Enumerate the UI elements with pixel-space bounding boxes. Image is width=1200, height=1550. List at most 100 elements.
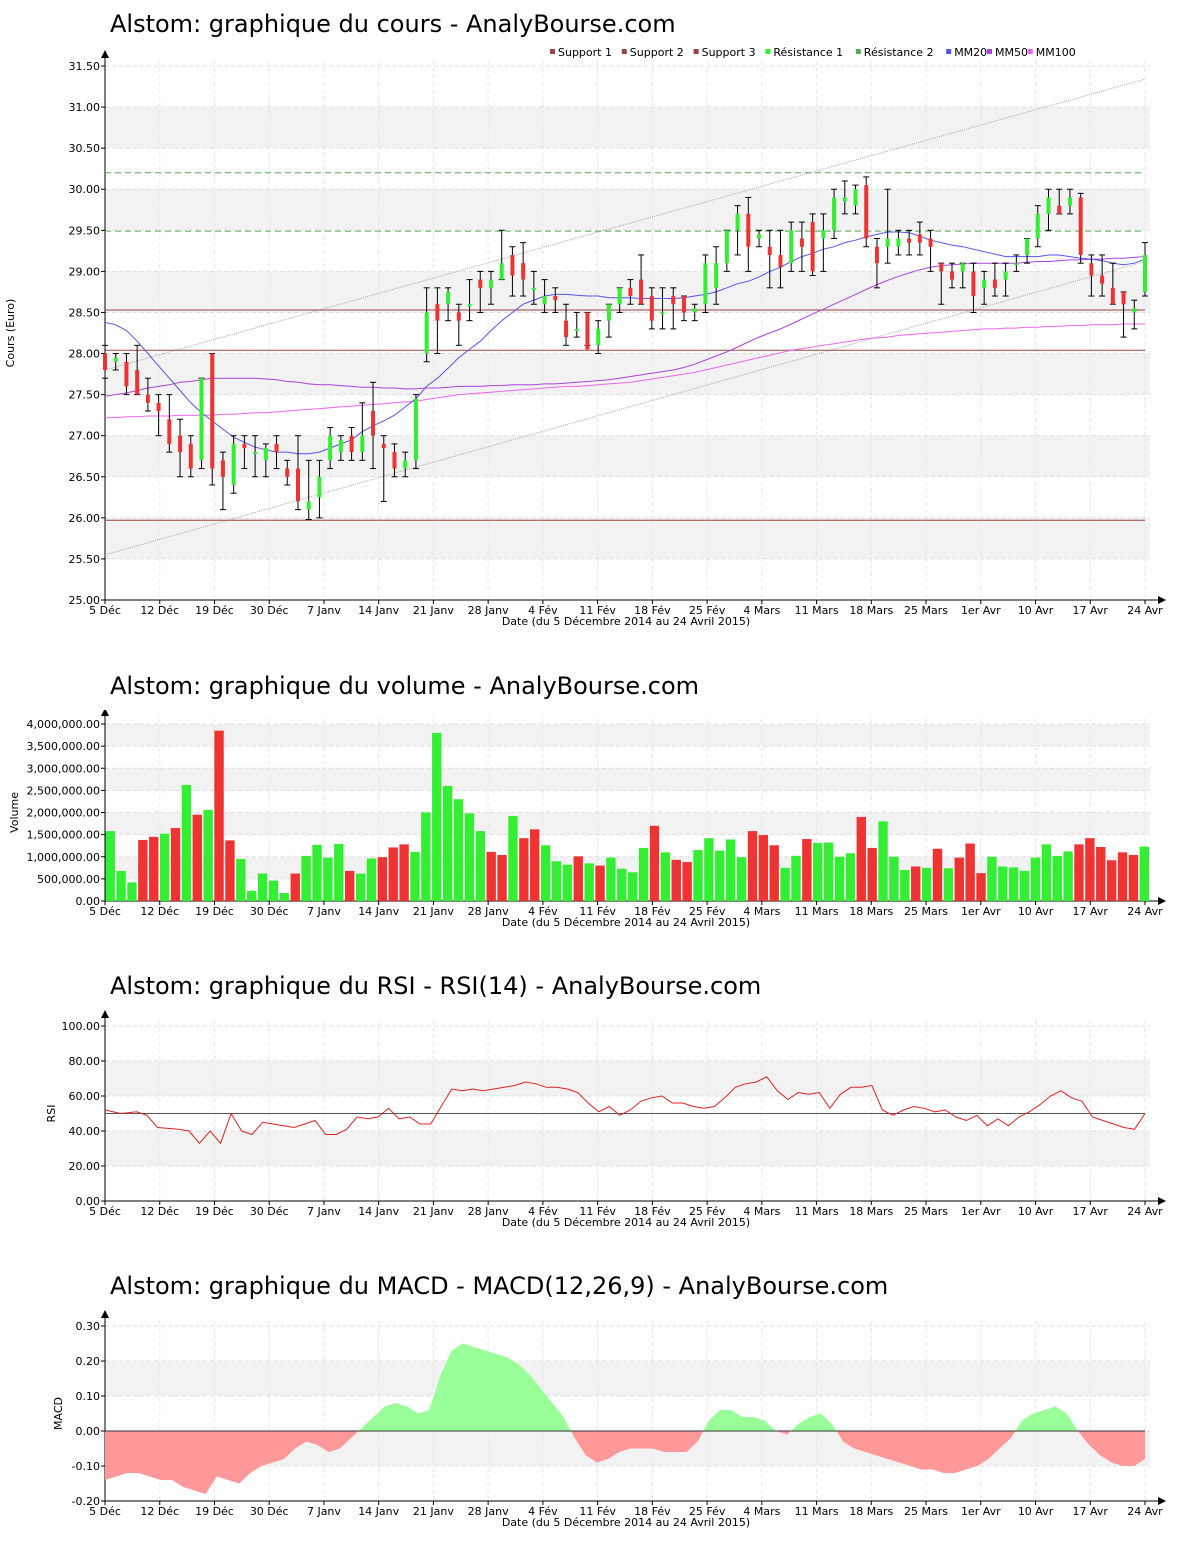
x-tick-label: 5 Déc xyxy=(89,1205,121,1218)
volume-bar xyxy=(725,839,736,901)
volume-bar xyxy=(366,858,377,901)
candle-body xyxy=(1025,238,1030,255)
y-axis-title: Cours (Euro) xyxy=(4,299,17,368)
candle-body xyxy=(285,468,290,477)
volume-bar xyxy=(987,856,997,901)
x-tick-label: 21 Janv xyxy=(413,604,454,617)
x-tick-label: 30 Déc xyxy=(250,1505,289,1518)
volume-bar xyxy=(900,870,910,901)
volume-bar xyxy=(813,843,823,901)
candle-body xyxy=(1003,271,1008,280)
volume-bar xyxy=(867,847,877,901)
x-tick-label: 11 Fév xyxy=(579,905,616,918)
y-tick-label: 2,500,000.00 xyxy=(27,784,100,797)
candle-body xyxy=(371,411,376,436)
volume-bar xyxy=(791,855,801,901)
x-axis-arrow xyxy=(1158,1197,1166,1205)
candle-body xyxy=(510,254,515,276)
y-tick-label: 60.00 xyxy=(69,1090,101,1103)
candle-body xyxy=(992,279,997,288)
volume-bar xyxy=(377,857,388,901)
volume-chart: 0.00 500,000.00 1,000,000.00 1,500,000.00 2,… xyxy=(8,710,1166,929)
candle-body xyxy=(1078,197,1083,255)
candle-body xyxy=(1089,263,1094,276)
legend-swatch xyxy=(1027,49,1033,54)
x-tick-label: 14 Janv xyxy=(358,1505,399,1518)
candle-body xyxy=(971,271,976,297)
candle-body xyxy=(928,238,933,247)
volume-bar xyxy=(976,873,986,901)
volume-bar xyxy=(911,866,921,901)
grid-band xyxy=(105,517,1150,559)
y-tick-label: 27.50 xyxy=(69,389,101,402)
volume-bar xyxy=(954,857,964,901)
volume-bar xyxy=(856,816,866,901)
legend-label: Support 1 xyxy=(558,46,612,59)
x-tick-label: 7 Janv xyxy=(307,1205,341,1218)
x-tick-label: 14 Janv xyxy=(358,1205,399,1218)
x-tick-label: 21 Janv xyxy=(413,1505,454,1518)
candle-body xyxy=(242,443,247,449)
y-tick-label: 100.00 xyxy=(62,1020,101,1033)
volume-bar xyxy=(649,825,660,901)
candle-body xyxy=(456,312,461,321)
candle-body xyxy=(778,254,783,268)
legend-swatch xyxy=(987,49,992,54)
candle-body xyxy=(467,304,472,307)
x-tick-label: 11 Mars xyxy=(795,1505,839,1518)
volume-bar xyxy=(1117,852,1128,901)
macd-negative-area xyxy=(775,1431,791,1435)
x-axis-title: Date (du 5 Décembre 2014 au 24 Avril 201… xyxy=(502,1516,750,1529)
volume-bar xyxy=(834,856,845,901)
candle-body xyxy=(381,443,386,449)
grid-band xyxy=(105,812,1150,835)
y-tick-label: 4,000,000.00 xyxy=(27,718,100,731)
x-tick-label: 25 Fév xyxy=(689,604,726,617)
y-tick-label: 26.50 xyxy=(69,471,101,484)
legend-label: MM50 xyxy=(995,46,1028,59)
candle-body xyxy=(392,452,397,469)
candle-body xyxy=(413,398,418,461)
candle-body xyxy=(435,304,440,321)
candle-body xyxy=(939,263,944,272)
x-tick-label: 4 Fév xyxy=(528,1205,558,1218)
y-axis-arrow xyxy=(101,50,109,58)
x-tick-label: 25 Mars xyxy=(904,905,948,918)
candle-body xyxy=(446,291,451,305)
volume-bar xyxy=(1128,854,1139,901)
candle-body xyxy=(1143,254,1147,292)
volume-bar xyxy=(638,847,649,901)
candle-body xyxy=(231,443,236,485)
volume-bar xyxy=(486,851,496,901)
volume-bar xyxy=(301,855,311,901)
candle-body xyxy=(478,279,483,288)
x-tick-label: 17 Avr xyxy=(1073,905,1109,918)
x-tick-label: 28 Janv xyxy=(468,1505,509,1518)
volume-bar xyxy=(442,785,453,901)
x-tick-label: 7 Janv xyxy=(307,905,341,918)
candle-body xyxy=(874,246,879,264)
legend-label: Support 2 xyxy=(630,46,684,59)
volume-bar xyxy=(932,848,943,901)
candle-body xyxy=(671,296,676,305)
candle-body xyxy=(328,435,333,461)
candle-body xyxy=(488,279,493,288)
y-axis-title: MACD xyxy=(52,1397,65,1430)
x-tick-label: 25 Fév xyxy=(689,1205,726,1218)
volume-bar xyxy=(399,844,409,901)
y-tick-label: 28.00 xyxy=(69,348,101,361)
x-tick-label: 1er Avr xyxy=(961,1205,1001,1218)
x-tick-label: 14 Janv xyxy=(358,604,399,617)
candle-body xyxy=(317,476,322,498)
candle-body xyxy=(789,230,794,264)
candle-body xyxy=(113,357,118,362)
grid-band xyxy=(105,353,1150,395)
x-tick-label: 30 Déc xyxy=(250,1205,289,1218)
volume-bar xyxy=(116,870,126,901)
candle-body xyxy=(360,435,365,453)
volume-bar xyxy=(758,835,769,901)
price-chart: 25.00 25.50 26.00 26.50 27.00 27.50 28.00 28.50… xyxy=(4,46,1166,628)
macd-positive-area xyxy=(358,1343,571,1431)
x-tick-label: 24 Avr xyxy=(1127,1505,1163,1518)
volume-bar xyxy=(312,844,322,901)
